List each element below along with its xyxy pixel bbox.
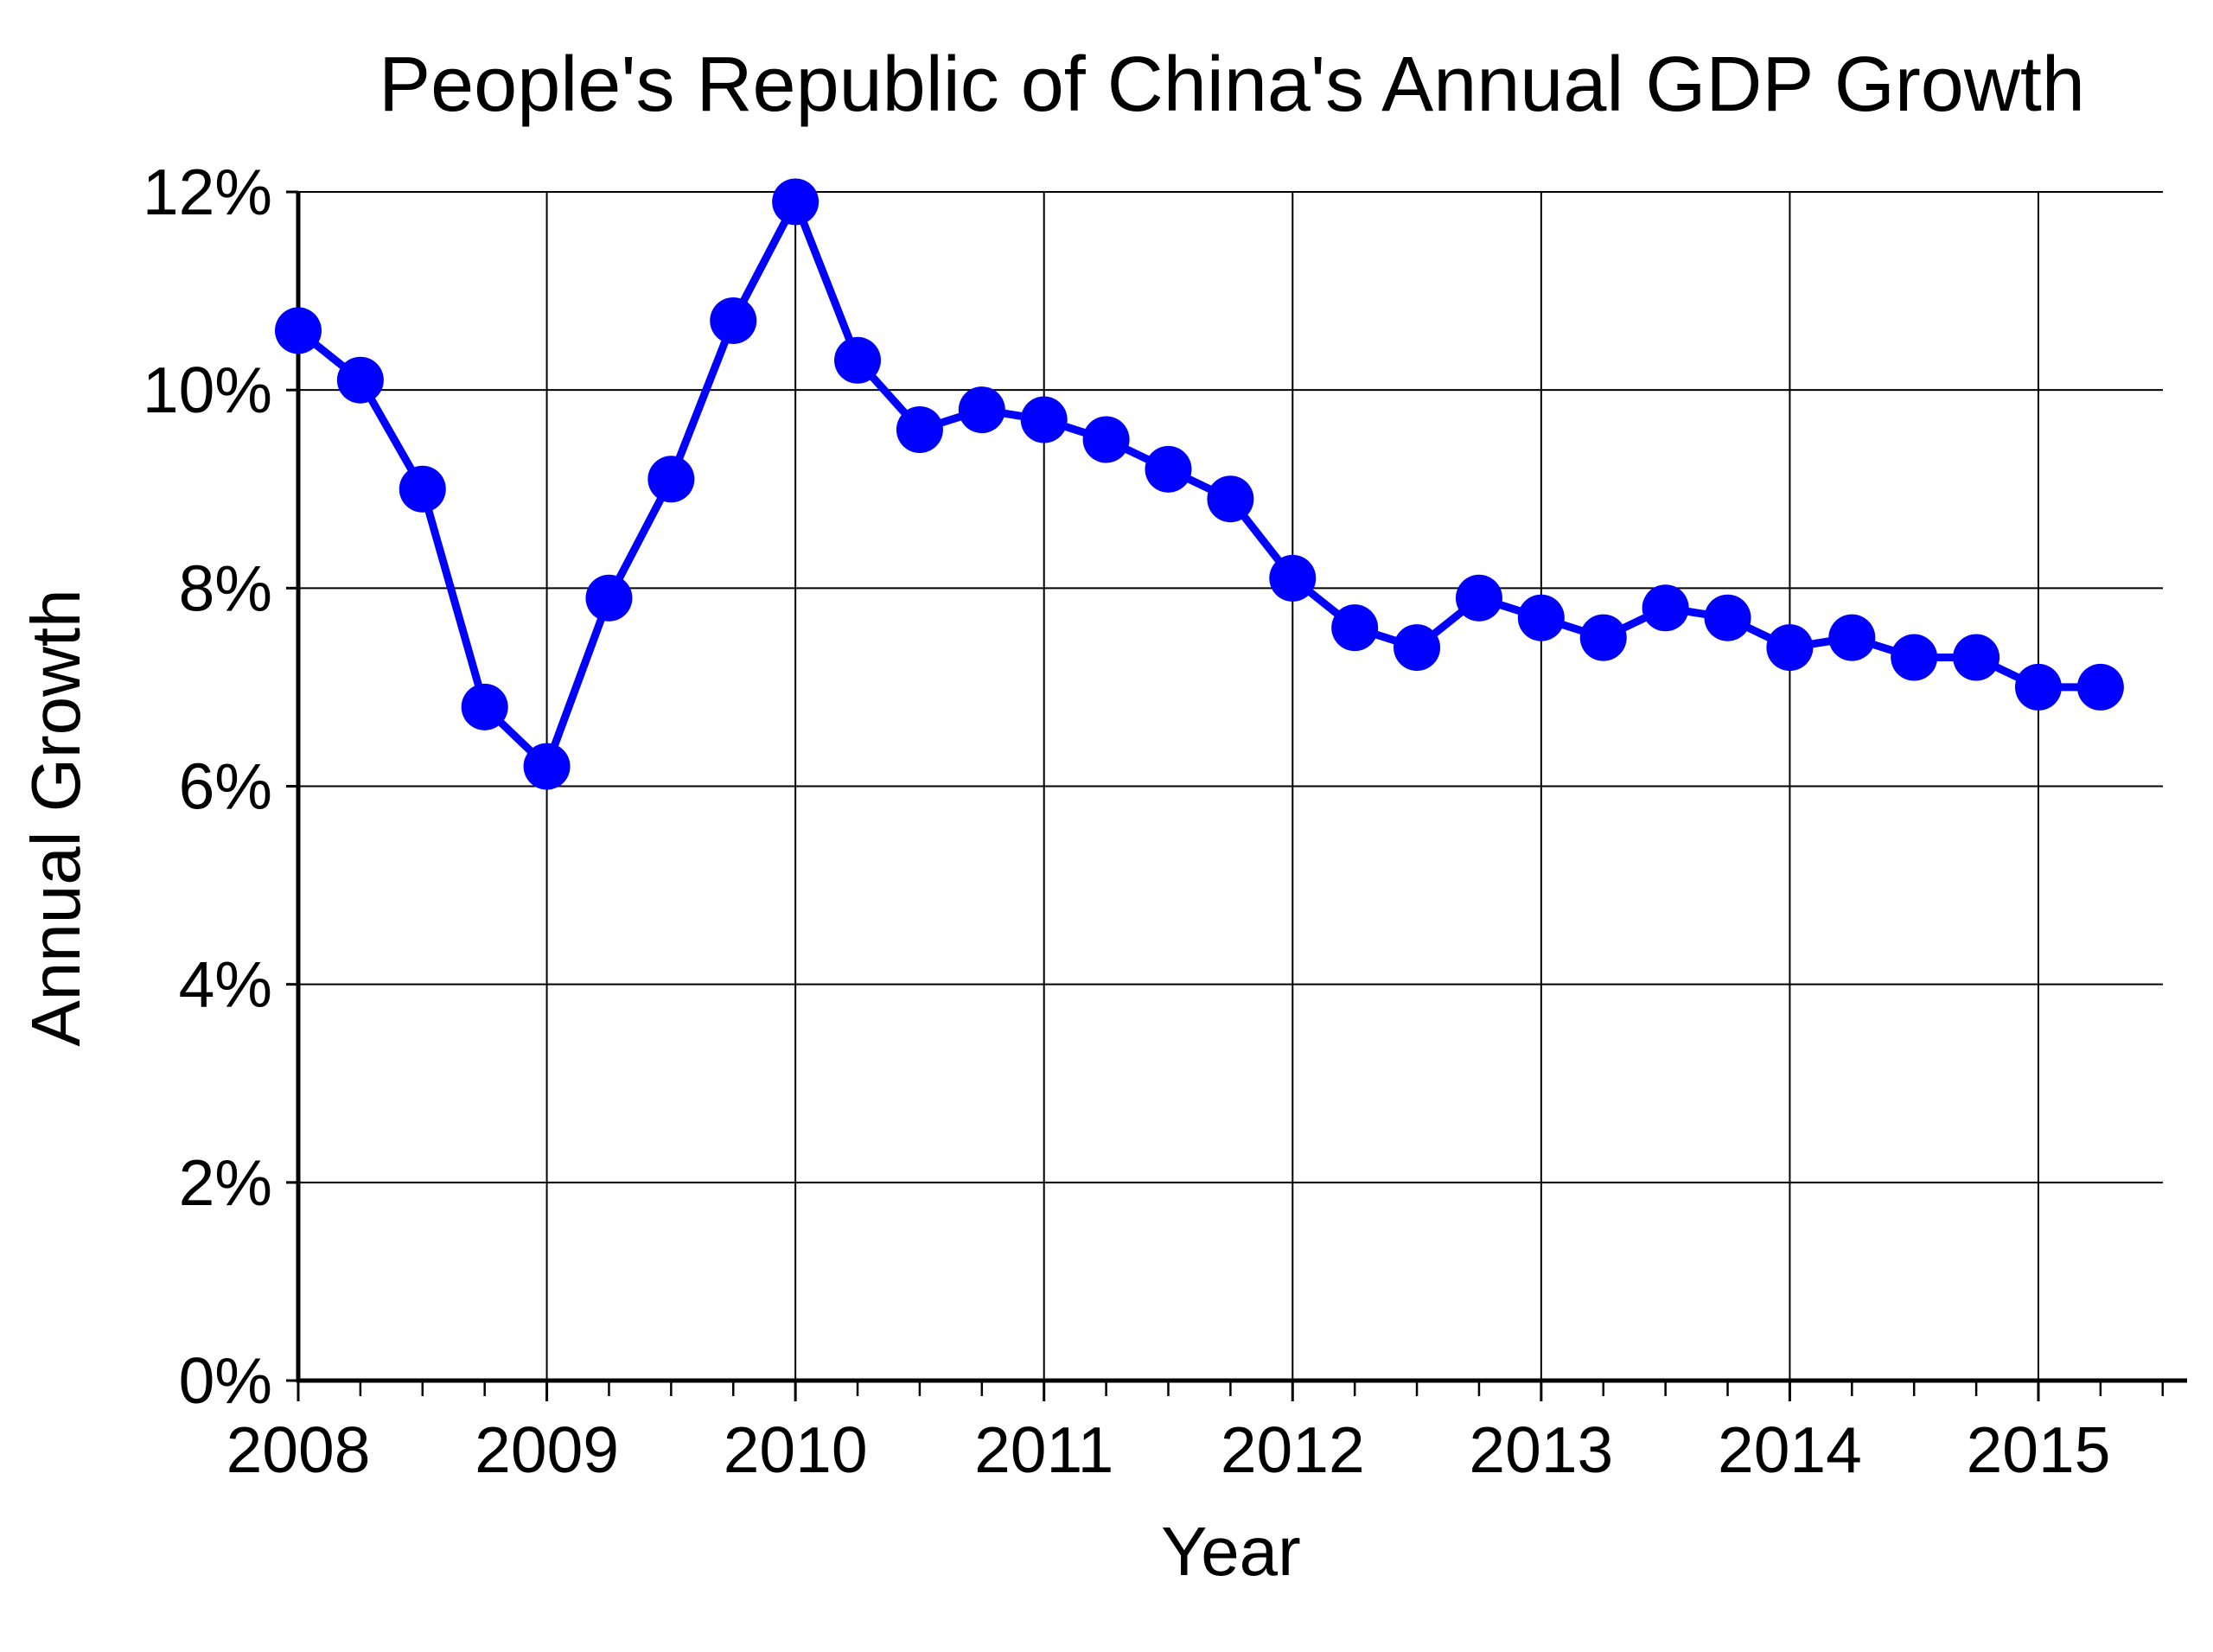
- y-tick-label: 8%: [179, 552, 272, 624]
- data-point: [772, 178, 820, 226]
- data-point: [585, 574, 633, 622]
- y-tick-label: 6%: [179, 750, 272, 823]
- y-tick-label: 2%: [179, 1146, 272, 1219]
- x-tick-label: 2011: [974, 1413, 1113, 1486]
- y-tick-label: 12%: [143, 156, 272, 228]
- y-axis-label: Annual Growth: [17, 589, 94, 1046]
- data-point: [1517, 594, 1565, 641]
- x-tick-label: 2009: [475, 1413, 619, 1486]
- tick-marks: [286, 190, 2165, 1401]
- data-point: [399, 465, 446, 513]
- x-tick-label: 2014: [1718, 1413, 1862, 1486]
- data-point: [1953, 634, 2000, 681]
- x-tick-label: 2008: [226, 1413, 371, 1486]
- data-point: [1766, 624, 1814, 672]
- y-tick-labels: 0% 2% 4% 6% 8% 10% 12%: [143, 156, 272, 1417]
- data-point: [523, 743, 571, 790]
- data-point: [1145, 445, 1192, 493]
- data-point: [1642, 584, 1689, 632]
- x-tick-label: 2010: [724, 1413, 868, 1486]
- y-tick-label: 4%: [179, 948, 272, 1021]
- data-point: [461, 683, 508, 730]
- data-point: [275, 307, 322, 354]
- data-point: [1082, 416, 1130, 463]
- x-tick-label: 2012: [1221, 1413, 1365, 1486]
- data-point: [1020, 396, 1068, 443]
- grid-lines: [298, 191, 2163, 1381]
- data-point: [1455, 574, 1502, 622]
- data-point: [1579, 614, 1627, 661]
- data-point: [1704, 594, 1751, 641]
- x-tick-label: 2015: [1967, 1413, 2111, 1486]
- y-tick-label: 10%: [143, 354, 272, 426]
- data-point: [896, 406, 943, 453]
- data-point: [834, 336, 882, 384]
- data-point: [1269, 554, 1317, 602]
- data-point: [2015, 663, 2062, 711]
- y-tick-label: 0%: [179, 1344, 272, 1417]
- data-point: [958, 386, 1005, 434]
- x-tick-labels: 2008 2009 2010 2011 2012 2013 2014 2015: [226, 1413, 2111, 1486]
- data-point: [1828, 614, 1876, 661]
- data-point: [1393, 624, 1441, 672]
- data-point: [710, 297, 757, 344]
- x-axis-label: Year: [1161, 1513, 1301, 1590]
- data-point: [2076, 663, 2124, 711]
- series-group: [275, 178, 2124, 790]
- data-point: [1331, 604, 1379, 652]
- data-point: [1207, 475, 1254, 523]
- data-point: [336, 356, 384, 404]
- x-tick-label: 2013: [1469, 1413, 1613, 1486]
- data-point: [647, 456, 695, 503]
- data-point: [1891, 634, 1938, 681]
- chart-title: People's Republic of China's Annual GDP …: [379, 41, 2085, 128]
